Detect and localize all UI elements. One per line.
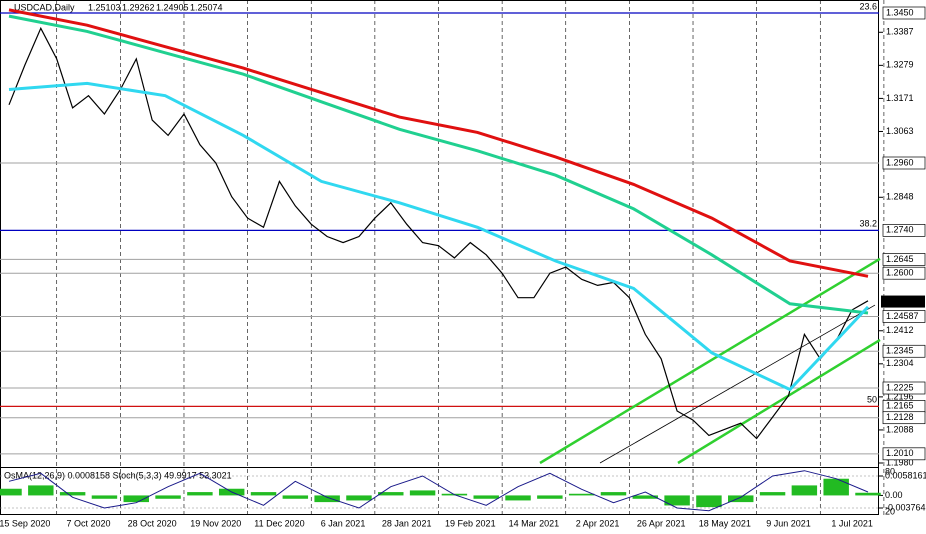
osma-bar (632, 495, 659, 499)
fib-label: 23.6 (859, 1, 877, 11)
y-tick-label: 1.2196 (886, 391, 914, 401)
ohlc-close: 1.25074 (190, 2, 223, 12)
y-tick-label: 1.3171 (886, 93, 914, 103)
level-label: 1.2960 (886, 157, 914, 167)
y-tick-label: 1.2088 (886, 424, 914, 434)
osma-bar (0, 488, 22, 496)
level-label: 1.2600 (886, 268, 914, 278)
y-tick-label: 1.2412 (886, 325, 914, 335)
level-label-box (882, 310, 926, 323)
level-label: 1.2740 (886, 225, 914, 235)
x-tick-label: 9 Jun 2021 (766, 518, 811, 528)
osma-bar (537, 495, 563, 499)
osma-bar (473, 495, 499, 499)
level-label: 1.2345 (886, 346, 914, 356)
level-label-box (882, 223, 926, 237)
osma-bar (59, 492, 86, 496)
osma-bar (759, 492, 786, 496)
x-tick-label: 19 Feb 2021 (445, 518, 496, 528)
osma-bar (250, 492, 277, 496)
y-tick-label: 0.0058161 (885, 470, 926, 480)
moving-average (8, 81, 870, 392)
y2-tick-label: 20 (885, 506, 895, 516)
osma-bar (187, 492, 213, 496)
osma-bar (855, 492, 881, 496)
current-price-box (881, 295, 925, 308)
fib-label: 38.2 (859, 219, 877, 229)
ohlc-open: 1.25103 (88, 2, 121, 12)
symbol: USDCAD,Daily (14, 2, 75, 12)
x-tick-label: 18 May 2021 (699, 518, 751, 528)
level-label-box (882, 381, 926, 395)
x-tick-label: 1 Jul 2021 (831, 518, 873, 528)
osma-bar (155, 495, 181, 499)
level-label: 1.2128 (886, 412, 914, 422)
level-label-box (882, 156, 926, 170)
ohlc-high: 1.29262 (122, 2, 155, 12)
trendline (539, 257, 881, 465)
osma-bar (409, 490, 436, 496)
osma-bar (568, 493, 595, 496)
fib-label: 50 (867, 395, 877, 405)
level-label-box (882, 344, 926, 358)
y-tick-label: 1.3063 (886, 126, 914, 136)
level-label: 1.2645 (886, 254, 914, 264)
level-label-box (882, 253, 926, 266)
y-tick-label: 1.1980 (886, 457, 914, 467)
x-tick-label: 28 Oct 2020 (128, 518, 177, 528)
level-label: 1.2165 (886, 401, 914, 411)
y-tick-label: 0.00 (885, 490, 903, 500)
osma-bar (123, 495, 149, 503)
moving-average (8, 14, 869, 315)
level-label: 1.3450 (886, 7, 914, 17)
y-tick-label: 1.2304 (886, 358, 914, 368)
osma-bar (282, 495, 309, 499)
y-tick-label: 1.3387 (886, 27, 914, 37)
price-line (8, 26, 869, 440)
level-label: 1.2225 (886, 382, 914, 392)
plot-frame (0, 0, 879, 515)
osma-bar (823, 478, 849, 496)
trendline (599, 304, 876, 464)
level-label-box (882, 447, 926, 461)
level-label-box (882, 411, 926, 425)
osma-bar (91, 495, 118, 499)
osma-bar (728, 495, 754, 503)
x-tick-label: 19 Nov 2020 (190, 518, 241, 528)
level-label-box (882, 266, 926, 280)
x-tick-label: 7 Oct 2020 (67, 518, 111, 528)
y2-tick-label: 80 (885, 466, 895, 476)
osma-bar (314, 495, 340, 503)
osma-bar (346, 495, 372, 501)
osma-bar (664, 495, 690, 506)
x-tick-label: 26 Apr 2021 (637, 518, 686, 528)
x-tick-label: 11 Dec 2020 (254, 518, 304, 528)
y-tick-label: 1.3279 (886, 60, 914, 70)
y-tick-label: 1.2848 (886, 192, 914, 202)
level-label: 1.24587 (886, 311, 919, 321)
y-tick-label: -0.003764 (885, 502, 926, 512)
level-label-box (882, 6, 926, 20)
osma-bar (696, 495, 722, 508)
x-tick-label: 6 Jan 2021 (321, 518, 366, 528)
osma-bar (505, 495, 531, 501)
x-tick-label: 28 Jan 2021 (382, 518, 432, 528)
ohlc-low: 1.24905 (156, 2, 189, 12)
moving-average (8, 8, 869, 278)
oscillator-title: OsMA(12,26,9) 0.0008158 Stoch(5,3,3) 49.… (4, 470, 232, 480)
x-tick-label: 15 Sep 2020 (0, 518, 50, 528)
level-label: 1.2010 (886, 448, 914, 458)
osma-bar (378, 492, 404, 496)
osma-bar (791, 485, 818, 496)
trendline (677, 338, 881, 465)
x-tick-label: 14 Mar 2021 (509, 518, 560, 528)
x-tick-label: 2 Apr 2021 (576, 518, 620, 528)
osma-bar (600, 492, 627, 496)
current-price-label: 1.25074 (885, 296, 918, 306)
stoch-line (8, 470, 869, 512)
osma-bar (28, 485, 54, 496)
